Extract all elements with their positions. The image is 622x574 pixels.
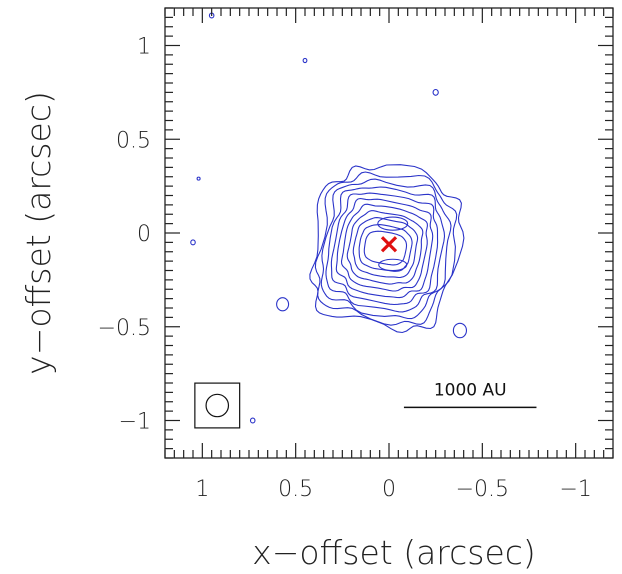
emission-contour — [358, 224, 413, 272]
beam-box — [194, 382, 241, 429]
beam-ellipse — [205, 393, 230, 418]
emission-peak-contour — [378, 258, 408, 272]
emission-peak-contour — [377, 216, 409, 231]
emission-contour — [330, 192, 439, 306]
peak-marker-stroke — [380, 236, 398, 253]
emission-contour — [325, 186, 446, 313]
emission-contour — [363, 230, 408, 266]
x-tick-label: 1 — [195, 477, 209, 502]
x-tick-label: −1 — [559, 477, 591, 502]
emission-contour — [346, 210, 424, 285]
emission-contour — [335, 197, 434, 299]
y-tick-label: 0 — [137, 222, 151, 247]
y-axis-title: y−offset (arcsec) — [19, 91, 58, 375]
x-tick-label: 0 — [382, 477, 396, 502]
noise-contour — [452, 322, 468, 339]
noise-contour — [249, 417, 256, 424]
scale-bar-label: 1000 AU — [434, 380, 507, 400]
noise-contour — [190, 239, 196, 246]
y-tick-labels: 1 0.5 0 −0.5 −1 — [98, 35, 151, 435]
emission-contour — [320, 178, 452, 320]
emission-contours — [309, 164, 465, 334]
axis-ticks — [164, 7, 614, 459]
y-tick-label: −1 — [119, 410, 151, 435]
y-tick-label: 1 — [137, 35, 151, 60]
y-tick-label: 0.5 — [116, 128, 151, 153]
emission-contour — [352, 217, 419, 279]
noise-contour — [432, 88, 439, 96]
x-tick-labels: 1 0.5 0 −0.5 −1 — [195, 477, 592, 502]
x-tick-label: −0.5 — [456, 477, 509, 502]
y-tick-label: −0.5 — [98, 316, 151, 341]
noise-contours — [190, 12, 468, 424]
beam-indicator — [194, 382, 241, 429]
emission-contour — [309, 164, 465, 334]
noise-contour — [196, 176, 201, 181]
noise-contour — [302, 57, 308, 64]
peak-marker — [380, 236, 398, 253]
emission-contour — [314, 171, 458, 326]
scale-bar: 1000 AU — [403, 380, 537, 409]
x-axis-title: x−offset (arcsec) — [252, 533, 536, 572]
emission-contour — [340, 203, 428, 292]
noise-contour — [276, 297, 290, 312]
x-tick-label: 0.5 — [278, 477, 313, 502]
